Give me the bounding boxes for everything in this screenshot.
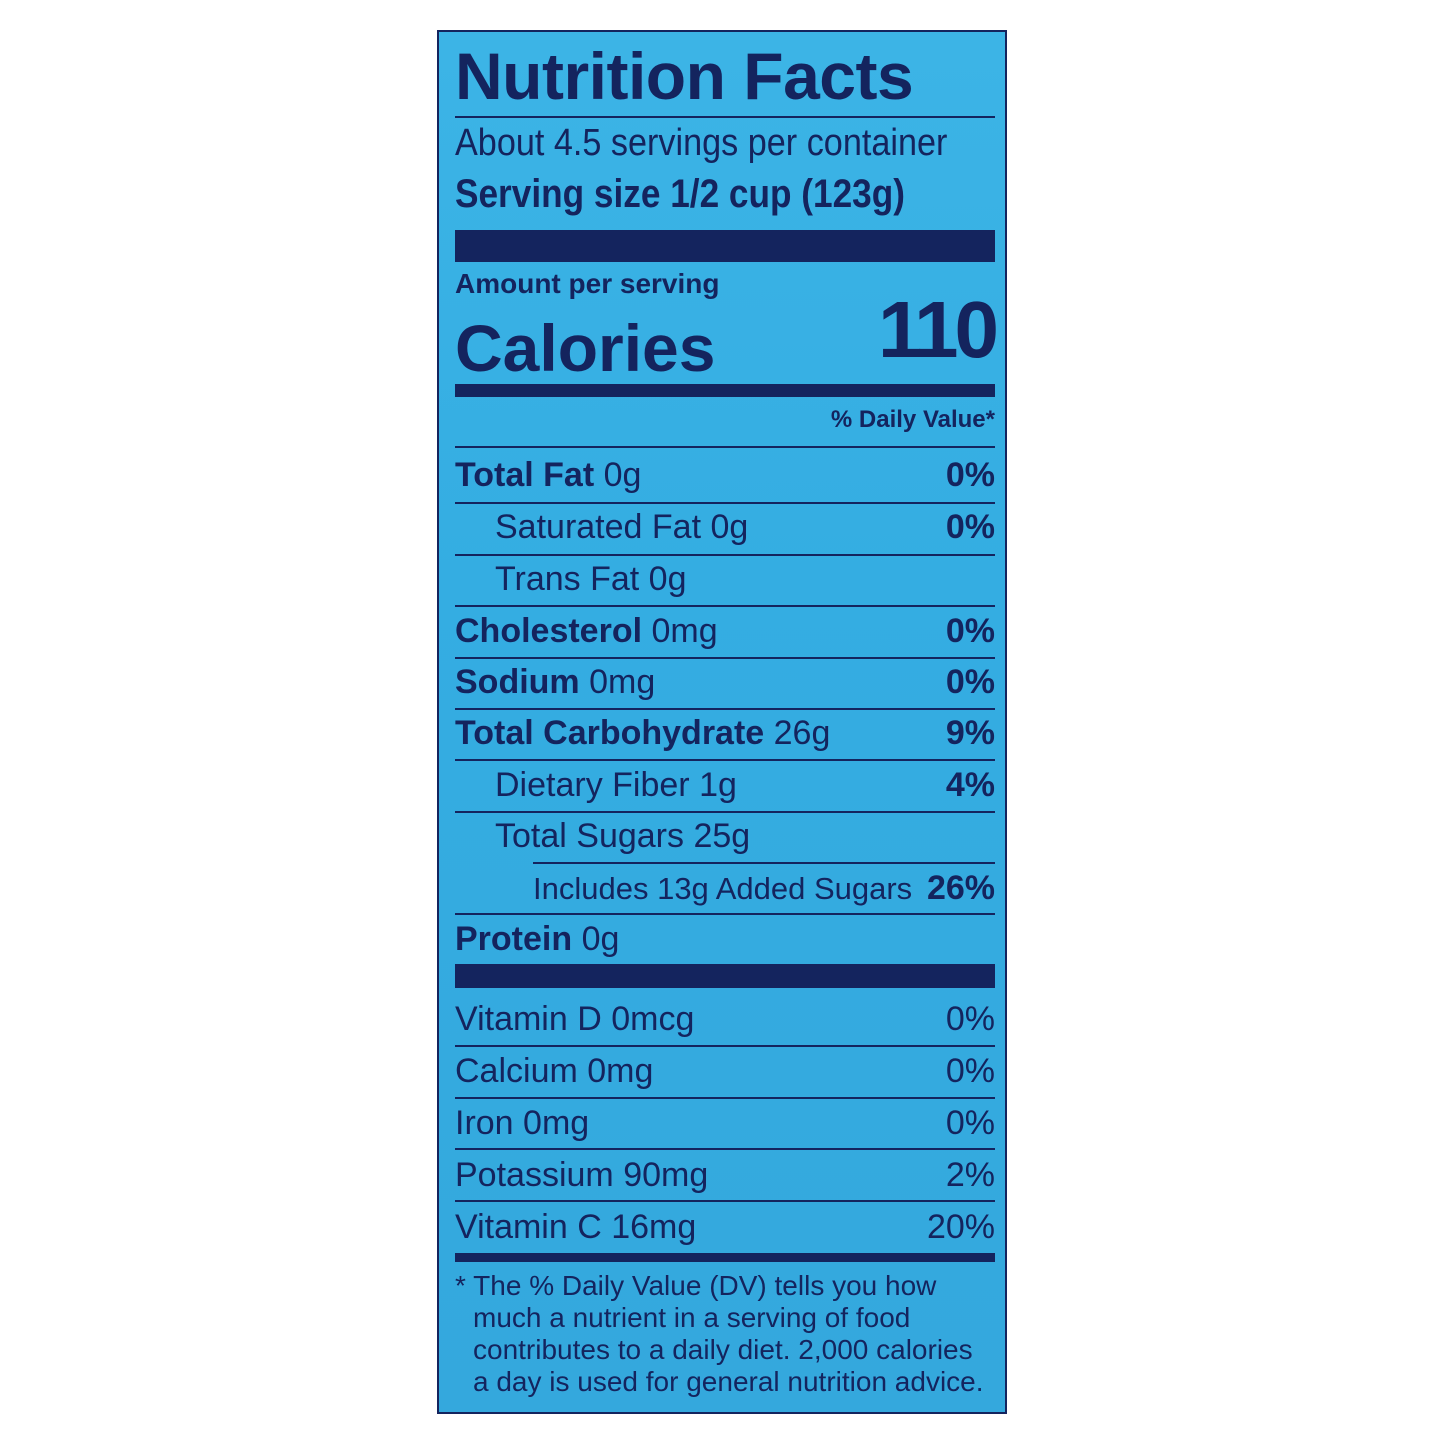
nutrient-name: Total Sugars: [495, 817, 684, 855]
divider: [455, 116, 995, 118]
vitamin-row-potassium: Potassium 90mg 2%: [455, 1150, 995, 1201]
calories-label: Calories: [455, 311, 716, 385]
footnote-line: * The % Daily Value (DV) tells you how: [455, 1270, 937, 1301]
footnote-line: much a nutrient in a serving of food: [473, 1302, 911, 1333]
nutrient-row-cholesterol: Cholesterol 0mg 0%: [455, 606, 995, 657]
nutrient-row-added-sugars: Includes 13g Added Sugars 26%: [455, 863, 995, 914]
nutrient-dv: 0%: [945, 663, 995, 701]
nutrient-amount: 0mg: [651, 612, 718, 650]
vitamin-row-calcium: Calcium 0mg 0%: [455, 1046, 995, 1097]
nutrient-row-trans-fat: Trans Fat 0g: [455, 554, 995, 605]
nutrient-amount: 0g: [710, 508, 749, 546]
divider: [455, 502, 995, 504]
nutrient-amount: 25g: [693, 817, 751, 855]
vitamin-row-vitamin-d: Vitamin D 0mcg 0%: [455, 994, 995, 1045]
vitamin-amount: 16mg: [611, 1208, 697, 1246]
vitamin-name: Vitamin D: [455, 1000, 602, 1038]
nutrient-name: Trans Fat: [495, 560, 640, 598]
nutrient-dv: 9%: [945, 714, 995, 752]
divider: [455, 554, 995, 556]
vitamin-dv: 2%: [945, 1156, 995, 1194]
servings-per-container: About 4.5 servings per container: [455, 122, 948, 164]
nutrient-dv: 0%: [945, 612, 995, 650]
vitamin-name: Iron: [455, 1104, 514, 1142]
divider: [455, 1097, 995, 1099]
nutrient-name: Includes 13g Added Sugars: [533, 871, 913, 906]
vitamin-dv: 0%: [945, 1052, 995, 1090]
daily-value-header: % Daily Value*: [830, 406, 995, 433]
thick-divider: [455, 964, 995, 988]
vitamin-amount: 0mcg: [611, 1000, 695, 1038]
medium-divider: [455, 384, 995, 397]
serving-size-label: Serving size: [455, 172, 661, 216]
nutrient-row-dietary-fiber: Dietary Fiber 1g 4%: [455, 760, 995, 811]
footnote: * The % Daily Value (DV) tells you how m…: [455, 1270, 995, 1398]
nutrient-row-total-carbohydrate: Total Carbohydrate 26g 9%: [455, 708, 995, 759]
vitamin-amount: 0mg: [523, 1104, 590, 1142]
nutrient-dv: 0%: [945, 508, 995, 546]
vitamin-name: Vitamin C: [455, 1208, 602, 1246]
label-title: Nutrition Facts: [455, 39, 914, 113]
vitamin-dv: 20%: [926, 1208, 995, 1246]
vitamin-name: Potassium: [455, 1156, 614, 1194]
nutrient-row-protein: Protein 0g: [455, 914, 995, 965]
nutrient-row-saturated-fat: Saturated Fat 0g 0%: [455, 502, 995, 553]
nutrient-name: Total Carbohydrate: [455, 714, 765, 752]
vitamin-name: Calcium: [455, 1052, 578, 1090]
nutrient-name: Saturated Fat: [495, 508, 702, 546]
divider: [455, 446, 995, 448]
vitamin-dv: 0%: [945, 1000, 995, 1038]
nutrient-amount: 0mg: [589, 663, 656, 701]
nutrient-row-total-sugars: Total Sugars 25g: [455, 811, 995, 862]
divider: [455, 759, 995, 761]
thick-divider: [455, 230, 995, 262]
amount-per-serving: Amount per serving: [455, 268, 720, 299]
nutrient-amount: 0g: [648, 560, 687, 598]
divider: [455, 708, 995, 710]
vitamin-amount: 0mg: [587, 1052, 654, 1090]
calories-value: 110: [877, 285, 999, 374]
divider: [533, 862, 995, 864]
divider: [455, 657, 995, 659]
nutrient-row-sodium: Sodium 0mg 0%: [455, 657, 995, 708]
vitamin-row-iron: Iron 0mg 0%: [455, 1098, 995, 1149]
medium-divider: [455, 1253, 995, 1262]
nutrient-amount: 0g: [581, 920, 620, 958]
divider: [455, 913, 995, 915]
nutrient-name: Cholesterol: [455, 612, 643, 650]
nutrient-name: Total Fat: [455, 456, 595, 494]
divider: [455, 1148, 995, 1150]
divider: [455, 1200, 995, 1202]
serving-size: Serving size 1/2 cup (123g): [455, 172, 930, 217]
footnote-line: a day is used for general nutrition advi…: [473, 1366, 984, 1397]
nutrient-name: Sodium: [455, 663, 580, 701]
divider: [455, 811, 995, 813]
nutrient-amount: 0g: [603, 456, 642, 494]
footnote-line: contributes to a daily diet. 2,000 calor…: [473, 1334, 973, 1365]
vitamin-dv: 0%: [945, 1104, 995, 1142]
nutrient-dv: 0%: [945, 456, 995, 494]
nutrient-row-total-fat: Total Fat 0g 0%: [455, 450, 995, 501]
nutrition-facts-panel: Nutrition Facts About 4.5 servings per c…: [437, 30, 1007, 1414]
divider: [455, 605, 995, 607]
nutrient-name: Dietary Fiber: [495, 766, 690, 804]
nutrient-name: Protein: [455, 920, 573, 958]
nutrient-dv: 4%: [945, 766, 995, 804]
vitamin-amount: 90mg: [623, 1156, 709, 1194]
vitamin-row-vitamin-c: Vitamin C 16mg 20%: [455, 1202, 995, 1253]
serving-size-value: 1/2 cup (123g): [670, 172, 905, 216]
divider: [455, 1045, 995, 1047]
nutrient-amount: 26g: [773, 714, 831, 752]
nutrient-amount: 1g: [699, 766, 737, 804]
nutrient-dv: 26%: [926, 869, 995, 907]
